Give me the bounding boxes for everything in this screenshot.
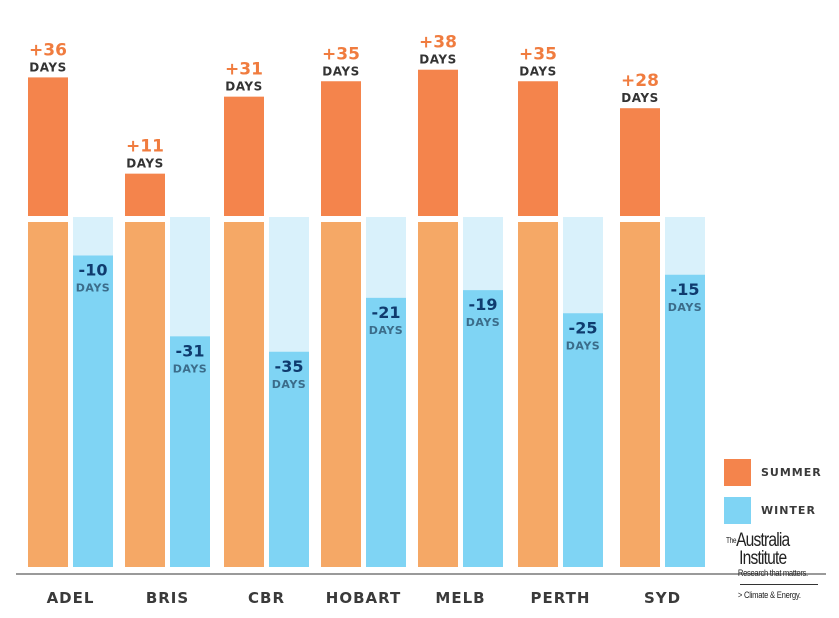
winter-value-label: -31 bbox=[176, 341, 205, 360]
australia-institute-logo: TheAustralia Institute Research that mat… bbox=[726, 530, 826, 600]
summer-value-label: +38 bbox=[419, 33, 457, 53]
winter-days-label: DAYS bbox=[668, 301, 702, 314]
summer-bar-perth bbox=[518, 81, 558, 216]
summer-bar-syd bbox=[620, 108, 660, 216]
x-axis-line bbox=[16, 573, 826, 575]
logo-tagline: Research that matters. bbox=[737, 568, 808, 578]
summer-value-label: +35 bbox=[519, 44, 557, 64]
summer-bar-cbr bbox=[224, 96, 264, 216]
category-label-syd: SYD bbox=[644, 589, 681, 607]
winter-bar-bris bbox=[170, 336, 210, 567]
summer-bar-melb bbox=[418, 69, 458, 216]
summer-base-bar-perth bbox=[518, 222, 558, 567]
category-label-melb: MELB bbox=[435, 589, 485, 607]
legend-label-winter: WINTER bbox=[761, 503, 816, 517]
summer-bar-adel bbox=[28, 77, 68, 217]
winter-bar-hobart bbox=[366, 297, 406, 567]
winter-days-label: DAYS bbox=[272, 378, 306, 391]
winter-value-label: -35 bbox=[275, 357, 304, 376]
legend-swatch-winter bbox=[724, 496, 751, 524]
legend-item-winter: WINTER bbox=[724, 491, 822, 529]
logo-divider bbox=[740, 584, 818, 585]
summer-base-bar-syd bbox=[620, 222, 660, 567]
summer-days-label: DAYS bbox=[419, 53, 456, 67]
summer-bar-hobart bbox=[321, 81, 361, 216]
summer-base-bar-melb bbox=[418, 222, 458, 567]
summer-base-bar-bris bbox=[125, 222, 165, 567]
summer-bar-bris bbox=[125, 173, 165, 216]
summer-value-label: +31 bbox=[225, 60, 263, 80]
winter-days-label: DAYS bbox=[76, 282, 110, 295]
summer-value-label: +11 bbox=[126, 137, 164, 157]
summer-value-label: +36 bbox=[29, 40, 67, 60]
winter-days-label: DAYS bbox=[369, 324, 403, 337]
winter-days-label: DAYS bbox=[466, 316, 500, 329]
summer-days-label: DAYS bbox=[621, 91, 658, 105]
legend-label-summer: SUMMER bbox=[761, 465, 822, 479]
category-label-hobart: HOBART bbox=[326, 589, 401, 607]
winter-bar-cbr bbox=[269, 351, 309, 567]
winter-days-label: DAYS bbox=[173, 362, 207, 375]
summer-days-label: DAYS bbox=[322, 64, 359, 78]
summer-base-bar-hobart bbox=[321, 222, 361, 567]
summer-days-label: DAYS bbox=[126, 157, 163, 171]
summer-days-label: DAYS bbox=[29, 60, 66, 74]
winter-bar-adel bbox=[73, 255, 113, 567]
winter-value-label: -10 bbox=[79, 261, 108, 280]
winter-bar-syd bbox=[665, 274, 705, 567]
winter-days-label: DAYS bbox=[566, 339, 600, 352]
legend-swatch-summer bbox=[724, 458, 751, 486]
logo-program: > Climate & Energy. bbox=[737, 590, 801, 600]
logo-the: The bbox=[726, 536, 737, 545]
summer-value-label: +28 bbox=[621, 71, 659, 91]
category-label-adel: ADEL bbox=[47, 589, 95, 607]
category-label-cbr: CBR bbox=[248, 589, 285, 607]
summer-base-bar-adel bbox=[28, 222, 68, 567]
summer-value-label: +35 bbox=[322, 44, 360, 64]
logo-line2: Institute bbox=[739, 548, 787, 569]
category-label-bris: BRIS bbox=[146, 589, 189, 607]
winter-bar-melb bbox=[463, 290, 503, 567]
winter-value-label: -21 bbox=[372, 303, 401, 322]
summer-days-label: DAYS bbox=[519, 64, 556, 78]
summer-base-bar-cbr bbox=[224, 222, 264, 567]
winter-value-label: -19 bbox=[469, 295, 498, 314]
category-label-perth: PERTH bbox=[531, 589, 591, 607]
legend: SUMMER WINTER bbox=[724, 453, 822, 529]
winter-value-label: -25 bbox=[569, 318, 598, 337]
legend-item-summer: SUMMER bbox=[724, 453, 822, 491]
winter-bar-perth bbox=[563, 313, 603, 567]
summer-days-label: DAYS bbox=[225, 80, 262, 94]
logo-line1: Australia bbox=[736, 530, 790, 551]
winter-value-label: -15 bbox=[671, 280, 700, 299]
